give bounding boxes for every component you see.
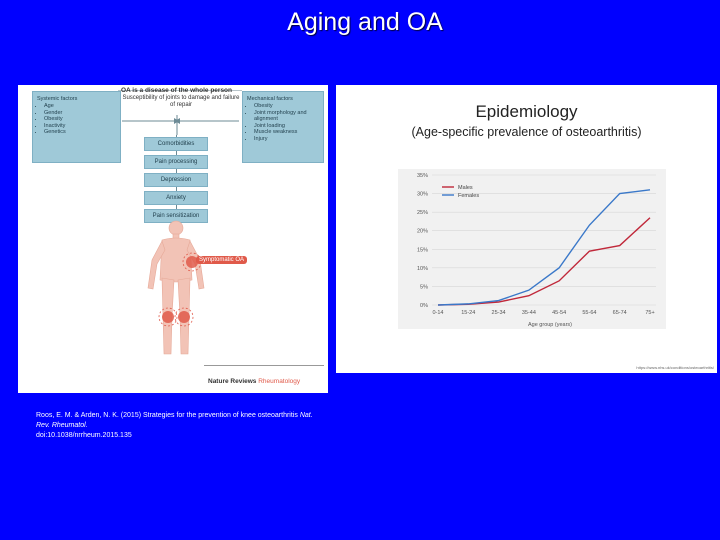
citation-journal: Nat. Rev. Rheumatol. <box>36 412 313 429</box>
x-tick-label: 15-24 <box>461 310 475 316</box>
x-tick-label: 45-54 <box>552 310 566 316</box>
mechanical-item: Joint loading <box>254 123 319 130</box>
epi-title: Epidemiology <box>475 102 578 121</box>
footer-divider <box>204 365 324 366</box>
y-tick-label: 30% <box>417 192 428 198</box>
stack-item-depression: Depression <box>144 173 208 187</box>
stack-item-comorbidities: Comorbidities <box>144 137 208 151</box>
y-axis-ticks: 0% 5% 10% 15% 20% 25% 30% 35% <box>417 173 428 309</box>
rheumatology-text: Rheumatology <box>258 378 301 385</box>
diagram-heading: OA is a disease of the whole person <box>120 87 232 94</box>
susceptibility-text: Susceptibility of joints to damage and f… <box>122 95 240 108</box>
mechanical-title: Mechanical factors <box>247 96 293 102</box>
oa-diagram-figure: OA is a disease of the whole person Syst… <box>18 85 328 393</box>
mechanical-item: Muscle weakness <box>254 129 319 136</box>
citation-doi: doi:10.1038/nrrheum.2015.135 <box>36 432 132 439</box>
slide-title: Aging and OA <box>287 8 443 36</box>
series-line-females <box>437 189 651 306</box>
human-body-icon <box>147 220 205 355</box>
citation: Roos, E. M. & Arden, N. K. (2015) Strate… <box>36 411 321 441</box>
systemic-item: Inactivity <box>44 123 116 130</box>
mechanical-item: Joint morphology and alignment <box>254 110 319 123</box>
mechanical-item: Injury <box>254 136 319 143</box>
mechanical-factors-box: Mechanical factors ObesityJoint morpholo… <box>242 91 324 163</box>
citation-text: Roos, E. M. & Arden, N. K. (2015) Strate… <box>36 412 298 419</box>
systemic-factors-box: Systemic factors AgeGenderObesityInactiv… <box>32 91 121 163</box>
systemic-item: Obesity <box>44 116 116 123</box>
symptomatic-oa-label: Symptomatic OA <box>196 256 248 264</box>
x-axis-label: Age group (years) <box>528 322 572 328</box>
systemic-item: Gender <box>44 110 116 117</box>
y-tick-label: 35% <box>417 173 428 179</box>
legend-label: Females <box>458 193 479 199</box>
source-url: https://www.nhs.uk/conditions/osteoarthr… <box>636 365 714 370</box>
stack-item-pain-processing: Pain processing <box>144 155 208 169</box>
chart-legend: Males Females <box>442 185 479 199</box>
arrows-icon <box>122 115 239 135</box>
y-tick-label: 20% <box>417 229 428 235</box>
x-tick-label: 65-74 <box>613 310 627 316</box>
x-tick-label: 75+ <box>645 310 654 316</box>
y-tick-label: 10% <box>417 266 428 272</box>
x-tick-label: 35-44 <box>522 310 536 316</box>
nature-reviews-logo: Nature Reviews Rheumatology <box>208 378 300 385</box>
chart-grid <box>432 174 656 306</box>
systemic-title: Systemic factors <box>37 96 78 102</box>
systemic-item: Genetics <box>44 129 116 136</box>
nature-reviews-text: Nature Reviews <box>208 378 257 385</box>
chart-series <box>437 189 651 306</box>
divider <box>118 90 242 91</box>
systemic-item: Age <box>44 103 116 110</box>
x-tick-label: 25-34 <box>492 310 506 316</box>
y-tick-label: 0% <box>420 303 428 309</box>
y-tick-label: 15% <box>417 247 428 253</box>
x-tick-label: 55-64 <box>582 310 596 316</box>
knee-pain-icon <box>158 307 194 327</box>
stack-item-anxiety: Anxiety <box>144 191 208 205</box>
prevalence-line-chart: 0% 5% 10% 15% 20% 25% 30% 35% 0-14 15-24 25-34 35-… <box>398 169 666 329</box>
y-tick-label: 5% <box>420 284 428 290</box>
x-tick-label: 0-14 <box>432 310 443 316</box>
systemic-list: AgeGenderObesityInactivityGenetics <box>37 103 116 136</box>
y-tick-label: 25% <box>417 210 428 216</box>
mechanical-list: ObesityJoint morphology and alignmentJoi… <box>247 103 319 142</box>
legend-label: Males <box>458 185 473 191</box>
epi-subtitle: (Age-specific prevalence of osteoarthrit… <box>411 125 642 139</box>
epidemiology-figure: Epidemiology (Age-specific prevalence of… <box>336 85 717 373</box>
mechanical-item: Obesity <box>254 103 319 110</box>
x-axis-ticks: 0-14 15-24 25-34 35-44 45-54 55-64 65-74 75+ <box>432 310 654 316</box>
